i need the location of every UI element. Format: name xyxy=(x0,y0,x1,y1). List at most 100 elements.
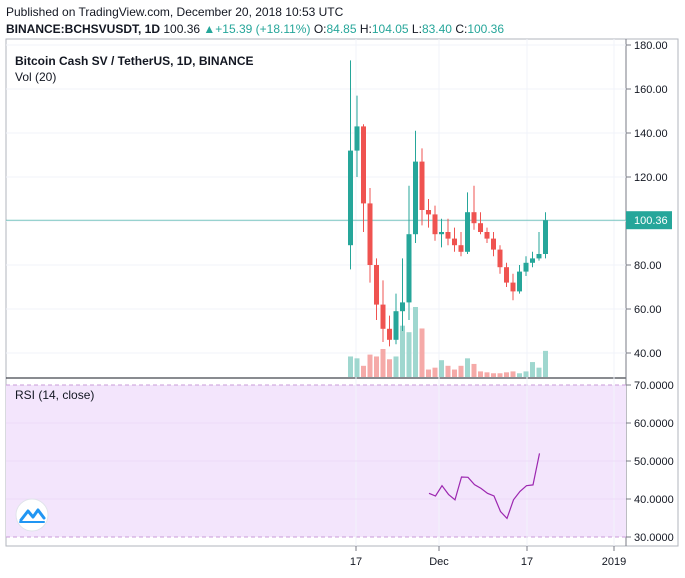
candle-body xyxy=(497,249,503,268)
last-price-tag xyxy=(626,211,672,230)
volume-bar xyxy=(367,354,373,377)
high-value: 104.05 xyxy=(371,22,409,36)
candle-body xyxy=(465,212,470,252)
close-label: C: xyxy=(455,22,468,36)
candle-body xyxy=(361,126,366,204)
volume-bar xyxy=(439,360,444,377)
time-tick-label: Dec xyxy=(429,556,449,568)
last-price-text: 100.36 xyxy=(163,22,201,36)
candle-body xyxy=(458,245,464,252)
volume-bar xyxy=(406,332,412,377)
rsi-title: RSI (14, close) xyxy=(15,388,94,402)
price-tick-label: 140.00 xyxy=(634,128,668,140)
published-text: Published on TradingView.com, December 2… xyxy=(6,5,344,19)
volume-bar xyxy=(491,373,496,377)
volume-bar xyxy=(432,367,438,377)
price-tick-label: 120.00 xyxy=(634,172,668,184)
rsi-tick-label: 50.0000 xyxy=(634,456,674,468)
volume-bar xyxy=(419,328,425,377)
candle-body xyxy=(536,254,542,259)
main-chart-title: Bitcoin Cash SV / TetherUS, 1D, BINANCE xyxy=(15,54,253,68)
candle-body xyxy=(348,150,353,246)
volume-label: Vol (20) xyxy=(15,70,56,84)
candle-body xyxy=(387,328,392,340)
rsi-tick-label: 70.0000 xyxy=(634,380,674,392)
volume-bar xyxy=(517,373,522,377)
time-tick-label: 17 xyxy=(350,556,362,568)
up-arrow-icon: ▲ xyxy=(203,22,216,36)
candle-body xyxy=(530,258,535,263)
volume-bar xyxy=(380,349,386,377)
published-line: Published on TradingView.com, December 2… xyxy=(6,5,343,19)
candle-body xyxy=(419,161,425,210)
candle-body xyxy=(517,271,522,292)
volume-bar xyxy=(445,365,451,377)
chart-frame xyxy=(5,38,679,547)
volume-bar xyxy=(543,350,548,377)
candle-body xyxy=(504,267,509,283)
candle-body xyxy=(374,265,379,305)
volume-bar xyxy=(400,325,405,377)
price-tick-label: 60.00 xyxy=(634,304,662,316)
rsi-series-line xyxy=(428,453,541,520)
volume-bar xyxy=(374,356,379,377)
volume-bar xyxy=(393,356,399,377)
candle-body xyxy=(523,262,529,272)
ohlc-line: BINANCE:BCHSVUSDT, 1D 100.36 ▲+15.39 (+1… xyxy=(6,22,504,36)
candle-body xyxy=(354,126,360,151)
volume-bar xyxy=(471,363,477,377)
change-text: +15.39 (+18.11%) xyxy=(215,22,311,36)
symbol-text: BINANCE:BCHSVUSDT, 1D xyxy=(6,22,161,36)
open-value: 84.85 xyxy=(326,22,357,36)
candle-body xyxy=(367,203,373,265)
volume-bar xyxy=(387,359,392,377)
candle-body xyxy=(406,234,412,303)
candle-body xyxy=(452,238,457,246)
volume-bar xyxy=(530,362,535,377)
candle-body xyxy=(426,210,431,215)
price-tick-label: 160.00 xyxy=(634,84,668,96)
volume-bar xyxy=(523,371,529,377)
volume-bar xyxy=(361,365,366,377)
volume-bar xyxy=(458,365,464,377)
volume-bar xyxy=(348,356,353,377)
price-tick-label: 40.00 xyxy=(634,348,662,360)
time-tick-label: 17 xyxy=(521,556,533,568)
candle-body xyxy=(543,220,548,254)
volume-bar xyxy=(465,358,470,377)
tradingview-logo-icon xyxy=(15,498,49,532)
close-value: 100.36 xyxy=(467,22,505,36)
price-tick-label: 80.00 xyxy=(634,260,662,272)
candle-body xyxy=(445,232,451,239)
candle-body xyxy=(380,304,386,329)
volume-bar xyxy=(484,372,490,377)
volume-bar xyxy=(413,307,418,377)
low-label: L: xyxy=(411,22,422,36)
high-label: H: xyxy=(359,22,372,36)
volume-bar xyxy=(497,373,503,377)
volume-bar xyxy=(478,371,483,377)
price-tick-label: 180.00 xyxy=(634,40,668,52)
candle-body xyxy=(510,282,516,292)
volume-bar xyxy=(426,369,431,377)
open-label: O: xyxy=(313,22,327,36)
rsi-tick-label: 40.0000 xyxy=(634,494,674,506)
candle-body xyxy=(413,161,418,235)
volume-bar xyxy=(354,358,360,377)
low-value: 83.40 xyxy=(421,22,452,36)
candle-body xyxy=(478,223,483,232)
candle-body xyxy=(439,232,444,235)
volume-bar xyxy=(452,369,457,377)
last-price-label: 100.36 xyxy=(634,215,668,227)
time-tick-label: 2019 xyxy=(602,556,626,568)
volume-bar xyxy=(504,372,509,377)
candle-body xyxy=(471,212,477,224)
candle-body xyxy=(484,232,490,239)
volume-bar xyxy=(510,371,516,377)
volume-bar xyxy=(536,367,542,377)
candle-body xyxy=(400,302,405,312)
candle-body xyxy=(393,311,399,340)
candle-body xyxy=(432,214,438,235)
rsi-tick-label: 30.0000 xyxy=(634,532,674,544)
